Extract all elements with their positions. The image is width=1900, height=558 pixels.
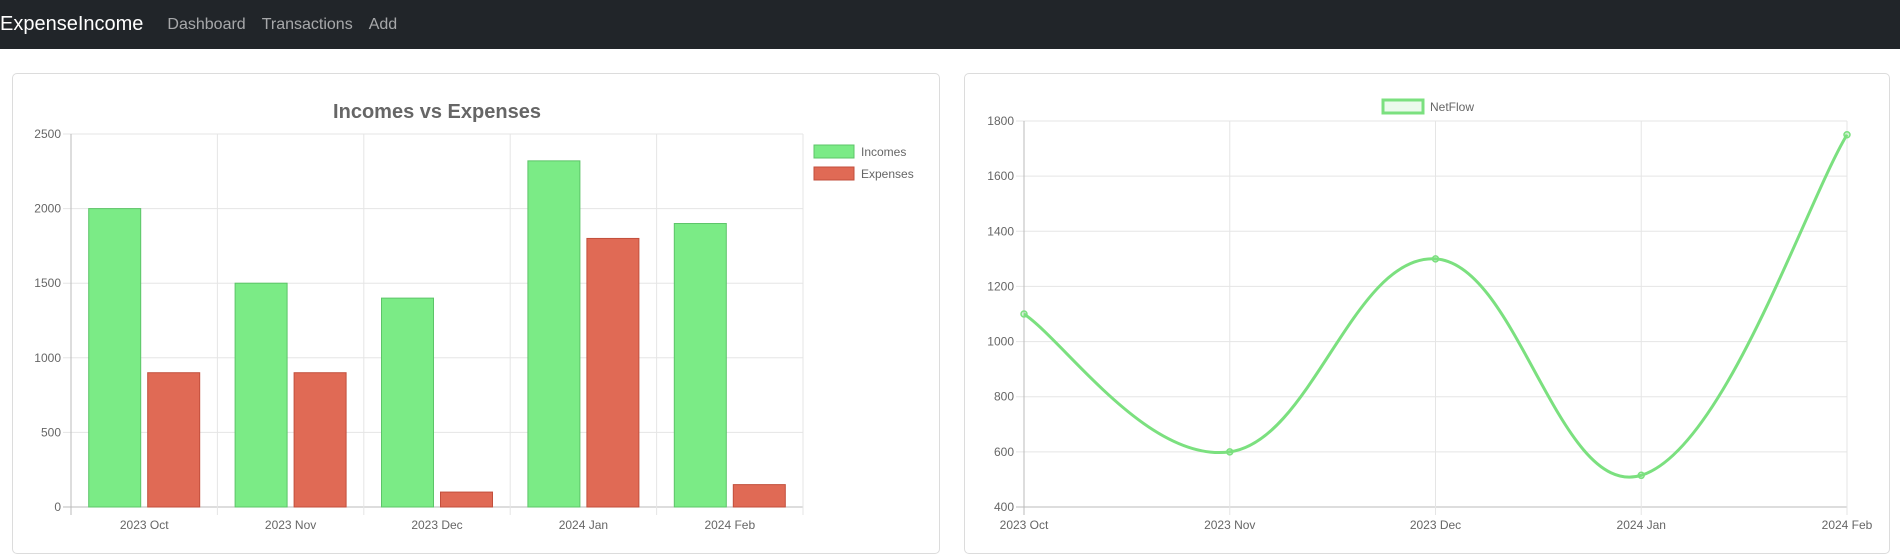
netflow-point — [1020, 310, 1028, 318]
y-tick-label: 600 — [994, 445, 1014, 459]
nav-link-add[interactable]: Add — [368, 15, 398, 33]
brand-link[interactable]: ExpenseIncome — [0, 13, 144, 35]
netflow-line — [1023, 134, 1849, 479]
y-tick-label: 1400 — [987, 224, 1014, 238]
netflow-point — [1431, 255, 1440, 263]
x-tick-label: 2024 Feb — [1822, 518, 1873, 532]
y-tick-label: 800 — [994, 390, 1014, 404]
netflow-point — [1843, 131, 1851, 139]
legend-label-incomes: Incomes — [861, 145, 906, 159]
netflow-line-chart: NetFlow 400 600 800 1000 1200 1400 1600 1800 2023… — [987, 98, 1873, 532]
x-tick-label: 2024 Jan — [559, 518, 608, 532]
chart-title: Incomes vs Expenses — [333, 101, 541, 123]
netflow-point — [1637, 471, 1645, 480]
bar-incomes — [673, 223, 727, 508]
x-tick-label: 2023 Oct — [120, 518, 169, 532]
x-tick-label: 2023 Dec — [1410, 518, 1461, 532]
y-tick-label: 1200 — [987, 279, 1014, 293]
y-tick-label: 500 — [41, 425, 61, 439]
y-tick-label: 1800 — [987, 114, 1014, 128]
navbar: ExpenseIncome Dashboard Transactions Add — [0, 0, 1900, 49]
legend-swatch-expenses — [813, 166, 855, 181]
nav-link-dashboard[interactable]: Dashboard — [167, 15, 246, 33]
x-tick-label: 2023 Nov — [265, 518, 316, 532]
bar-expenses — [293, 372, 347, 508]
legend-swatch-incomes — [813, 144, 855, 159]
netflow-point — [1226, 448, 1234, 456]
y-tick-label: 1500 — [34, 276, 61, 290]
income-expense-card: Incomes vs Expenses 0 500 1000 1500 2000 2500 2… — [12, 73, 940, 554]
bar-expenses — [732, 484, 786, 508]
bar-incomes — [381, 297, 434, 508]
bar-expenses — [586, 237, 640, 508]
x-tick-label: 2024 Jan — [1617, 518, 1666, 532]
netflow-card: NetFlow 400 600 800 1000 1200 1400 1600 1800 2023… — [964, 73, 1890, 554]
legend-swatch-netflow — [1381, 98, 1425, 115]
y-tick-label: 1600 — [987, 169, 1014, 183]
bar-incomes — [234, 282, 288, 508]
y-tick-label: 2500 — [34, 127, 61, 141]
x-tick-label: 2023 Dec — [411, 518, 462, 532]
y-tick-label: 1000 — [34, 351, 61, 365]
bar-incomes — [527, 160, 581, 508]
x-tick-label: 2024 Feb — [704, 518, 755, 532]
bar-expenses — [147, 372, 201, 508]
bar-expenses — [440, 491, 493, 508]
x-tick-label: 2023 Oct — [1000, 518, 1049, 532]
y-tick-label: 2000 — [34, 202, 61, 216]
income-expense-bar-chart: Incomes vs Expenses 0 500 1000 1500 2000 2500 2… — [34, 101, 914, 532]
y-tick-label: 0 — [54, 500, 61, 514]
legend-label-expenses: Expenses — [861, 167, 914, 181]
nav-link-transactions[interactable]: Transactions — [261, 15, 353, 33]
legend-label-netflow: NetFlow — [1430, 100, 1474, 114]
y-tick-label: 400 — [994, 500, 1014, 514]
bar-incomes — [88, 208, 142, 508]
y-tick-label: 1000 — [987, 335, 1014, 349]
x-tick-label: 2023 Nov — [1204, 518, 1255, 532]
